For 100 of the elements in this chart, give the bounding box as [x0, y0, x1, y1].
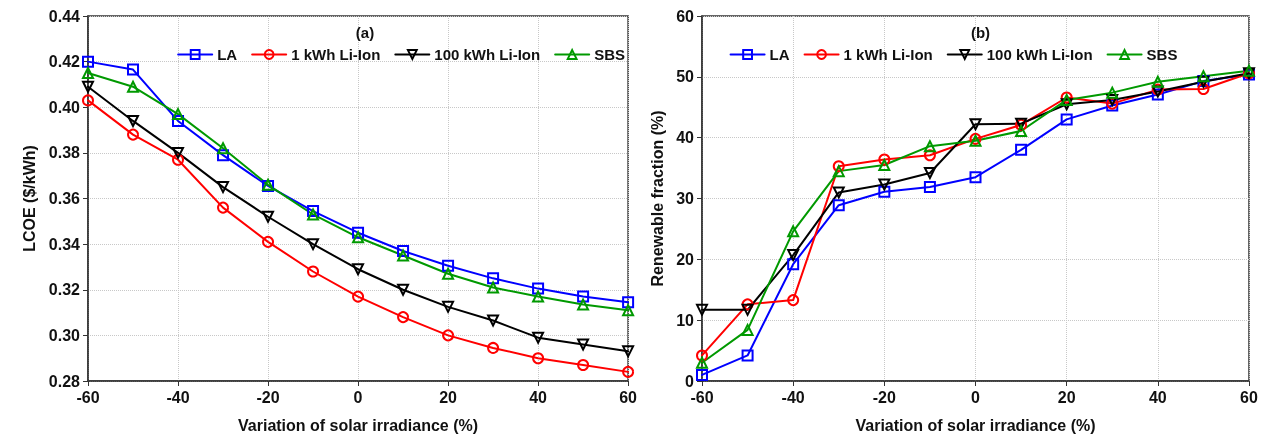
legend-label: LA	[217, 46, 238, 63]
point	[622, 365, 635, 378]
point	[622, 345, 635, 358]
point	[352, 263, 365, 276]
point	[82, 55, 94, 68]
point	[1015, 124, 1028, 137]
x-tick-label: -60	[76, 388, 100, 406]
point	[787, 294, 800, 307]
text: (b)	[970, 24, 991, 41]
point	[577, 298, 590, 311]
legend-label: 100 kWh Li-Ion	[986, 46, 1093, 63]
point	[577, 359, 590, 372]
point	[262, 210, 275, 223]
y-tick-label: 20	[676, 250, 695, 268]
point	[878, 185, 891, 198]
point	[397, 244, 410, 257]
text: (a)	[355, 24, 375, 41]
legend-label: SBS	[594, 46, 625, 63]
y-tick-label: 0.28	[48, 372, 81, 390]
legend-label: SBS	[1146, 46, 1178, 63]
y-tick-label: 0.30	[48, 326, 81, 344]
point	[127, 63, 140, 76]
x-tick-label: 40	[529, 388, 548, 406]
point	[127, 128, 140, 141]
x-tick-label: 0	[971, 388, 981, 406]
point	[923, 149, 936, 162]
y-axis-title: LCOE ($/kWh)	[21, 145, 39, 252]
point	[397, 249, 410, 262]
point	[741, 323, 754, 336]
point	[487, 281, 500, 294]
y-tick-label: 0.44	[48, 7, 81, 25]
point	[1060, 98, 1073, 111]
point	[1197, 83, 1210, 95]
point	[172, 153, 185, 166]
point	[696, 356, 708, 369]
point	[1060, 113, 1073, 126]
point	[172, 114, 185, 127]
point	[832, 199, 845, 212]
point	[878, 153, 891, 166]
x-tick-label: 40	[1148, 388, 1167, 406]
point	[442, 267, 455, 280]
point	[622, 296, 635, 309]
x-tick-label: -20	[256, 388, 280, 406]
point	[969, 118, 982, 131]
point	[217, 142, 230, 155]
y-tick-label: 10	[676, 311, 695, 329]
x-tick-label: 60	[1240, 388, 1258, 406]
point	[1197, 70, 1210, 83]
point	[217, 201, 230, 214]
point	[442, 259, 455, 272]
point	[878, 178, 891, 191]
point	[352, 231, 365, 244]
y-tick-label: 0.40	[48, 98, 81, 116]
point	[832, 160, 845, 173]
point	[217, 181, 230, 194]
point	[622, 304, 635, 317]
y-tick-label: 50	[676, 68, 695, 86]
point	[1015, 143, 1028, 156]
legend-label: 1 kWh Li-Ion	[291, 46, 381, 63]
legend-label: 1 kWh Li-Ion	[843, 46, 933, 63]
point	[127, 80, 140, 93]
x-tick-label: -60	[690, 388, 714, 406]
point	[487, 341, 500, 354]
point	[127, 114, 140, 127]
point	[741, 303, 754, 316]
x-tick-label: -40	[166, 388, 190, 406]
point	[82, 67, 94, 80]
point	[787, 249, 800, 262]
point	[262, 235, 275, 248]
x-axis-title: Variation of solar irradiance (%)	[855, 416, 1096, 434]
point	[1151, 75, 1164, 88]
point	[532, 290, 545, 303]
legend-label: LA	[769, 46, 790, 63]
point	[532, 331, 545, 344]
point	[442, 300, 455, 313]
point	[741, 349, 754, 362]
x-tick-label: -40	[781, 388, 805, 406]
point	[741, 298, 754, 311]
point	[82, 94, 94, 107]
point	[577, 290, 590, 303]
point	[969, 171, 982, 184]
point	[82, 80, 94, 93]
point	[696, 368, 708, 381]
point	[787, 258, 800, 271]
point	[532, 282, 545, 295]
x-tick-label: 60	[619, 388, 638, 406]
x-tick-label: 20	[439, 388, 458, 406]
point	[487, 272, 500, 285]
point	[172, 146, 185, 159]
point	[217, 149, 230, 162]
y-tick-label: 0.32	[48, 281, 81, 299]
point	[923, 180, 936, 193]
point	[487, 314, 500, 327]
legend-label: 100 kWh Li-Ion	[434, 46, 541, 63]
point	[577, 338, 590, 351]
x-tick-label: -20	[872, 388, 896, 406]
point	[696, 303, 708, 316]
y-axis-title: Renewable fraction (%)	[648, 110, 666, 287]
point	[532, 352, 545, 365]
point	[696, 349, 708, 362]
